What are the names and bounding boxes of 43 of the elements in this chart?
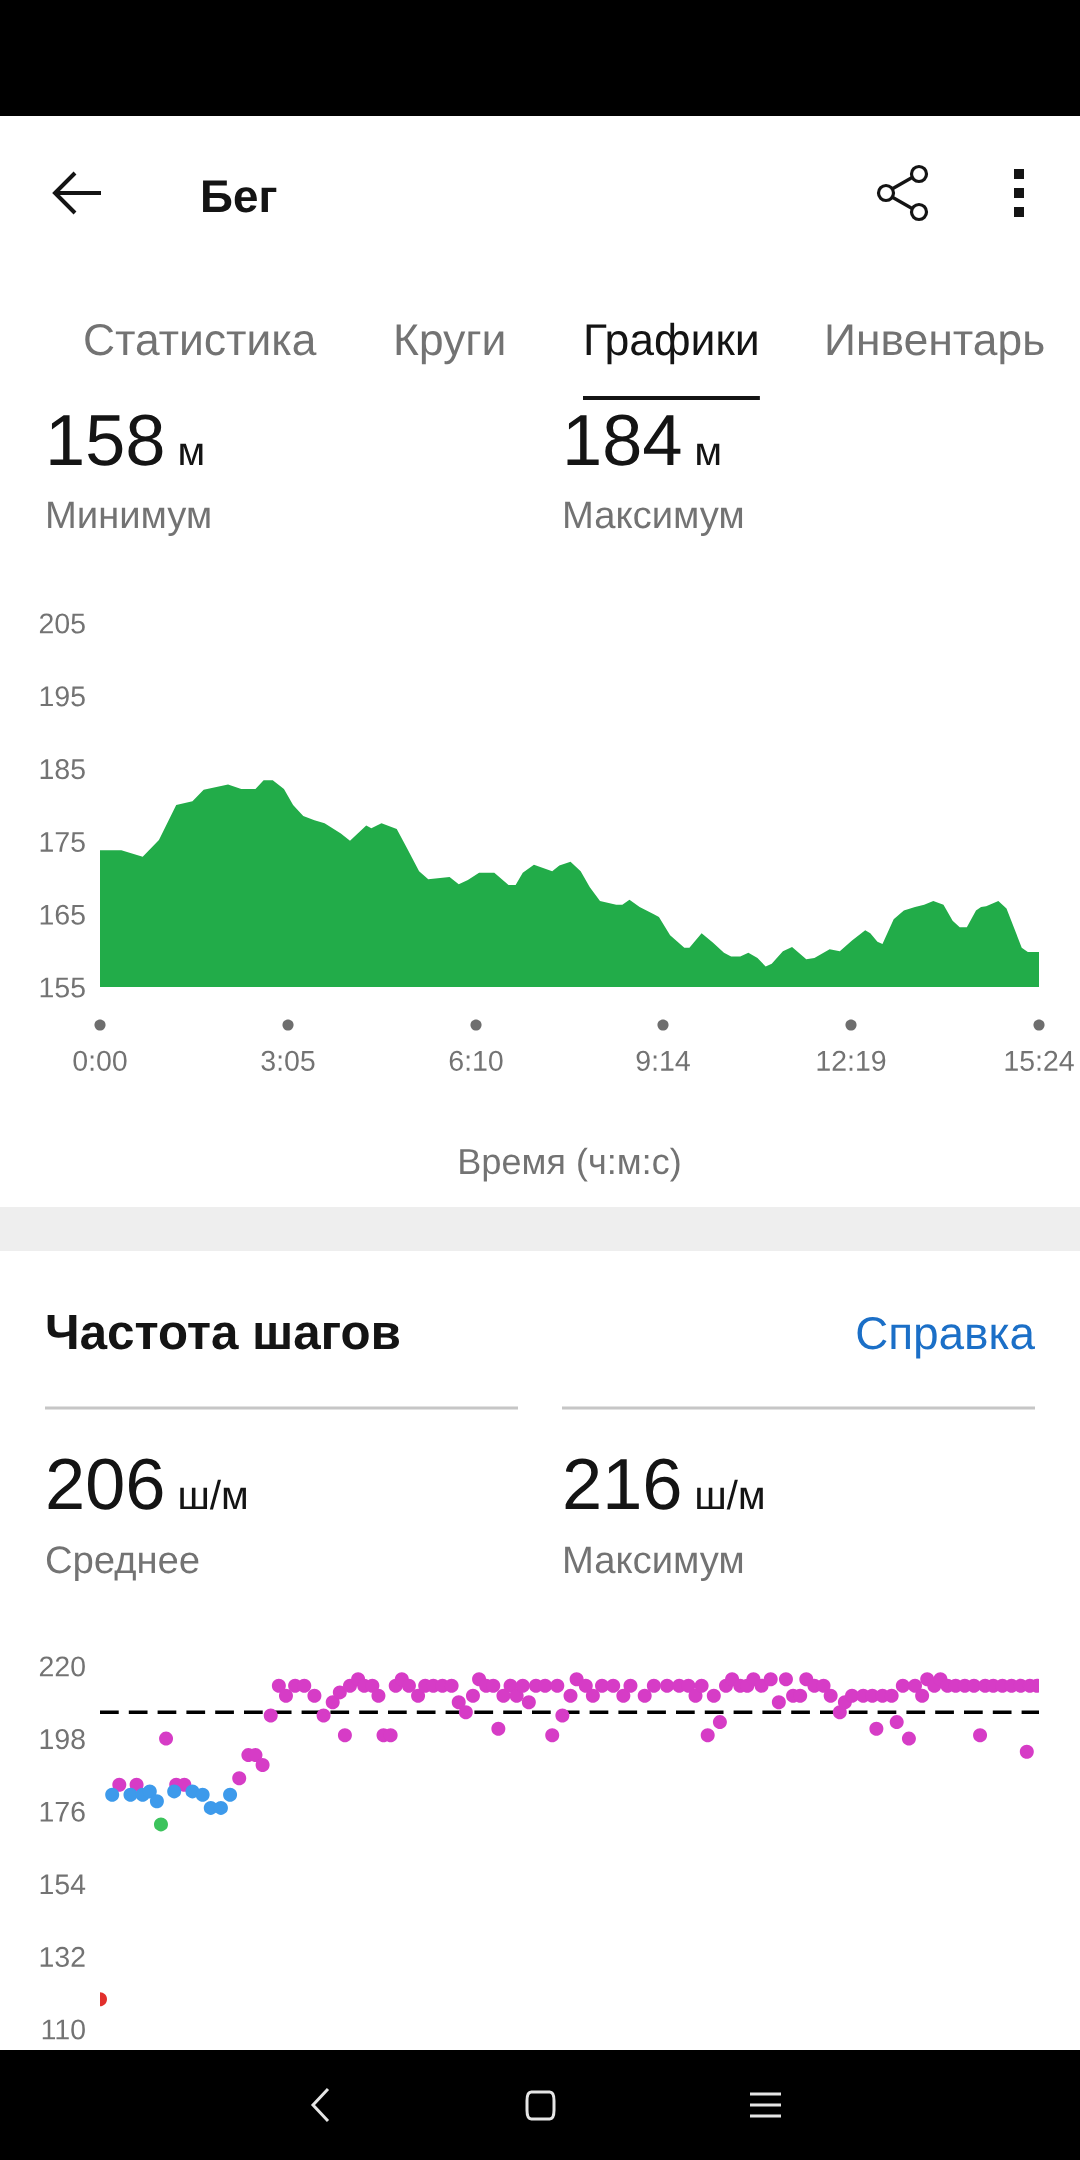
y-tick-label: 154 xyxy=(40,1874,86,1895)
y-tick-label: 220 xyxy=(39,1656,85,1677)
y-tick-label: 110 xyxy=(42,2019,85,2040)
text: 206 ш/м xyxy=(48,1458,246,1510)
y-tick-label: 195 xyxy=(40,686,85,707)
y-tick-label: 155 xyxy=(40,977,85,998)
x-axis-title: Время (ч:м:с) xyxy=(460,1147,680,1182)
chart-title: Частота шагов xyxy=(47,1315,399,1350)
text: Инвентарь xyxy=(827,324,1044,365)
text: Максимум xyxy=(565,1546,743,1581)
x-tick-label: 15:24 xyxy=(1005,1050,1074,1071)
point xyxy=(105,1787,120,1802)
text: Статистика xyxy=(85,323,317,356)
y-tick-label: 176 xyxy=(40,1801,85,1822)
point xyxy=(167,1784,182,1799)
point xyxy=(123,1787,138,1802)
text: Бег xyxy=(203,180,277,213)
y-tick-label: 185 xyxy=(40,759,85,780)
point xyxy=(142,1784,157,1799)
y-tick-label: 198 xyxy=(40,1729,85,1750)
y-tick-label: 132 xyxy=(40,1946,85,1967)
x-tick-label: 12:19 xyxy=(817,1050,886,1071)
x-tick-label: 0:00 xyxy=(73,1050,127,1071)
text: Графики xyxy=(586,322,757,365)
point xyxy=(213,1800,228,1815)
x-tick-label: 3:05 xyxy=(261,1050,315,1071)
point xyxy=(195,1787,210,1802)
y-tick-label: 175 xyxy=(40,832,85,852)
text: Среднее xyxy=(46,1546,199,1581)
x-tick-label: 6:10 xyxy=(449,1050,503,1071)
text: Минимум xyxy=(48,501,210,536)
y-tick-label: 205 xyxy=(39,613,85,634)
point xyxy=(153,1817,168,1832)
x-tick-label: 9:14 xyxy=(636,1050,690,1071)
point xyxy=(223,1787,238,1802)
text: 216 ш/м xyxy=(565,1458,763,1510)
text: Справка xyxy=(857,1317,1035,1359)
text: 184 м xyxy=(567,414,720,466)
point xyxy=(149,1794,164,1809)
text: Круги xyxy=(396,324,504,365)
text: Максимум xyxy=(565,501,743,536)
y-tick-label: 165 xyxy=(40,904,85,925)
text: 158 м xyxy=(50,414,203,466)
